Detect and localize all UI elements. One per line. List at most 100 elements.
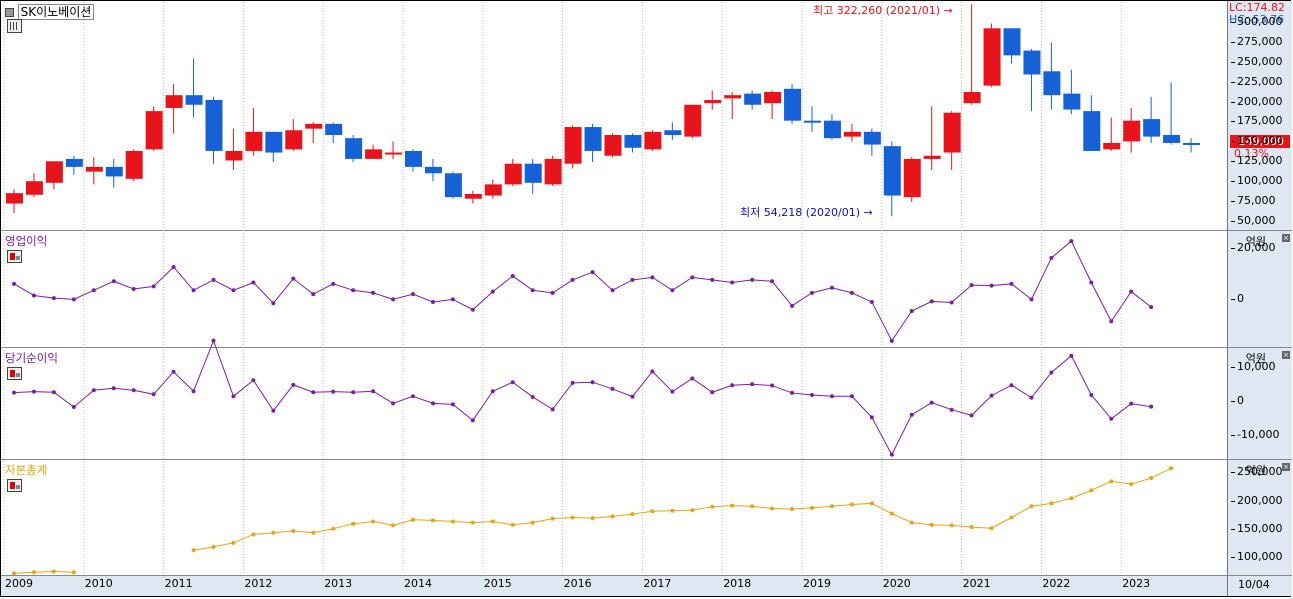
op-income-point — [271, 301, 276, 306]
equity-point — [550, 516, 555, 521]
op-income-point — [590, 270, 595, 275]
price-axis[interactable] — [1227, 1, 1292, 231]
equity-point — [12, 571, 16, 576]
net-income-point — [849, 394, 854, 399]
candle-body — [464, 193, 482, 199]
equity-point — [989, 526, 994, 531]
stock-name[interactable]: SK이노베이션 — [17, 4, 95, 20]
equity-point — [790, 507, 795, 512]
op-income-point — [690, 275, 695, 280]
x-tick-label: 2009 — [5, 577, 33, 590]
equity-unit: 억원 — [1245, 464, 1266, 477]
equity-point — [1129, 482, 1134, 487]
net-income-point — [630, 394, 635, 399]
price-pane[interactable]: SK이노베이션 — [1, 1, 1227, 231]
net-income-point — [271, 408, 276, 413]
equity-point — [690, 508, 695, 513]
net-income-point — [31, 389, 36, 394]
equity-point — [829, 504, 834, 509]
calendar-icon[interactable] — [7, 19, 22, 33]
x-axis-corner: 10/04 — [1227, 575, 1292, 596]
equity-point — [71, 570, 76, 575]
op-income-point — [550, 290, 555, 295]
net-income-point — [610, 386, 615, 391]
close-icon[interactable]: × — [1282, 351, 1290, 359]
candle-body — [305, 123, 323, 129]
net-income-point — [1109, 416, 1114, 421]
equity-point — [490, 519, 495, 524]
equity-point — [31, 570, 36, 575]
net-income-point — [251, 378, 256, 383]
legend-toggle-icon[interactable] — [7, 250, 22, 263]
candle-body — [863, 131, 881, 145]
candle-body — [564, 127, 582, 164]
op-income-point — [191, 288, 196, 293]
arrow-right-icon: → — [863, 206, 873, 220]
candle-body — [704, 99, 722, 104]
equity-line — [193, 467, 1172, 551]
current-change-label: 0.13% — [1234, 147, 1269, 161]
op-income-point — [570, 277, 575, 282]
net-income-point — [411, 394, 415, 399]
net-income-point — [351, 390, 356, 395]
candle-body — [405, 150, 422, 167]
price-tick-label: 200,000 — [1231, 94, 1283, 108]
op-income-point — [810, 290, 814, 295]
op-income-point — [1069, 239, 1074, 244]
candle-body — [604, 135, 622, 156]
op-unit: 억원 — [1245, 235, 1266, 248]
net-income-point — [650, 369, 655, 374]
equity-point — [371, 519, 376, 524]
op-income-point — [650, 275, 655, 280]
equity-point — [1109, 479, 1114, 484]
net-income-pane[interactable]: 당기순이익 — [1, 348, 1227, 460]
equity-title: 자본총계 — [5, 463, 48, 477]
candle-body — [65, 158, 83, 167]
candle-body — [225, 150, 243, 161]
candle-body — [1183, 142, 1201, 145]
candle-body — [245, 131, 263, 151]
net-income-point — [91, 388, 96, 393]
net-income-point — [810, 392, 814, 397]
candle-body — [345, 138, 363, 159]
op-income-point — [1129, 289, 1134, 294]
op-income-point — [530, 288, 535, 293]
candle-body — [943, 112, 961, 153]
op-income-point — [770, 279, 775, 284]
op-income-point — [12, 281, 16, 286]
candle-body — [883, 146, 901, 196]
equity-point — [810, 505, 814, 510]
equity-pane[interactable]: 자본총계 — [1, 460, 1227, 576]
net-income-point — [829, 394, 834, 399]
square-icon — [5, 8, 14, 17]
op-income-point — [610, 288, 615, 293]
equity-point — [730, 503, 735, 508]
candle-body — [804, 120, 821, 123]
equity-point — [909, 520, 914, 525]
net-income-point — [291, 382, 296, 387]
close-icon[interactable]: × — [1282, 234, 1290, 242]
op-income-point — [849, 290, 854, 295]
equity-point — [191, 548, 196, 553]
op-income-point — [889, 338, 894, 343]
legend-toggle-icon[interactable] — [7, 479, 22, 492]
close-icon[interactable]: × — [1282, 463, 1290, 471]
op-income-point — [411, 292, 415, 297]
equity-point — [311, 530, 316, 535]
legend-toggle-icon[interactable] — [7, 367, 22, 380]
op-income-point — [1149, 305, 1154, 310]
x-tick-label: 2020 — [882, 577, 911, 590]
x-tick-label: 2022 — [1042, 577, 1071, 590]
net-income-point — [1149, 404, 1154, 409]
op-income-point — [231, 288, 236, 293]
x-axis — [1, 575, 1227, 596]
equity-point — [869, 501, 874, 506]
candle-body — [6, 193, 23, 204]
net-income-point — [690, 376, 695, 381]
equity-point — [650, 509, 655, 514]
op-income-tick-label: 20,000 — [1231, 240, 1276, 254]
net-income-point — [171, 369, 176, 374]
op-income-point — [490, 289, 495, 294]
op-income-point — [311, 292, 316, 297]
